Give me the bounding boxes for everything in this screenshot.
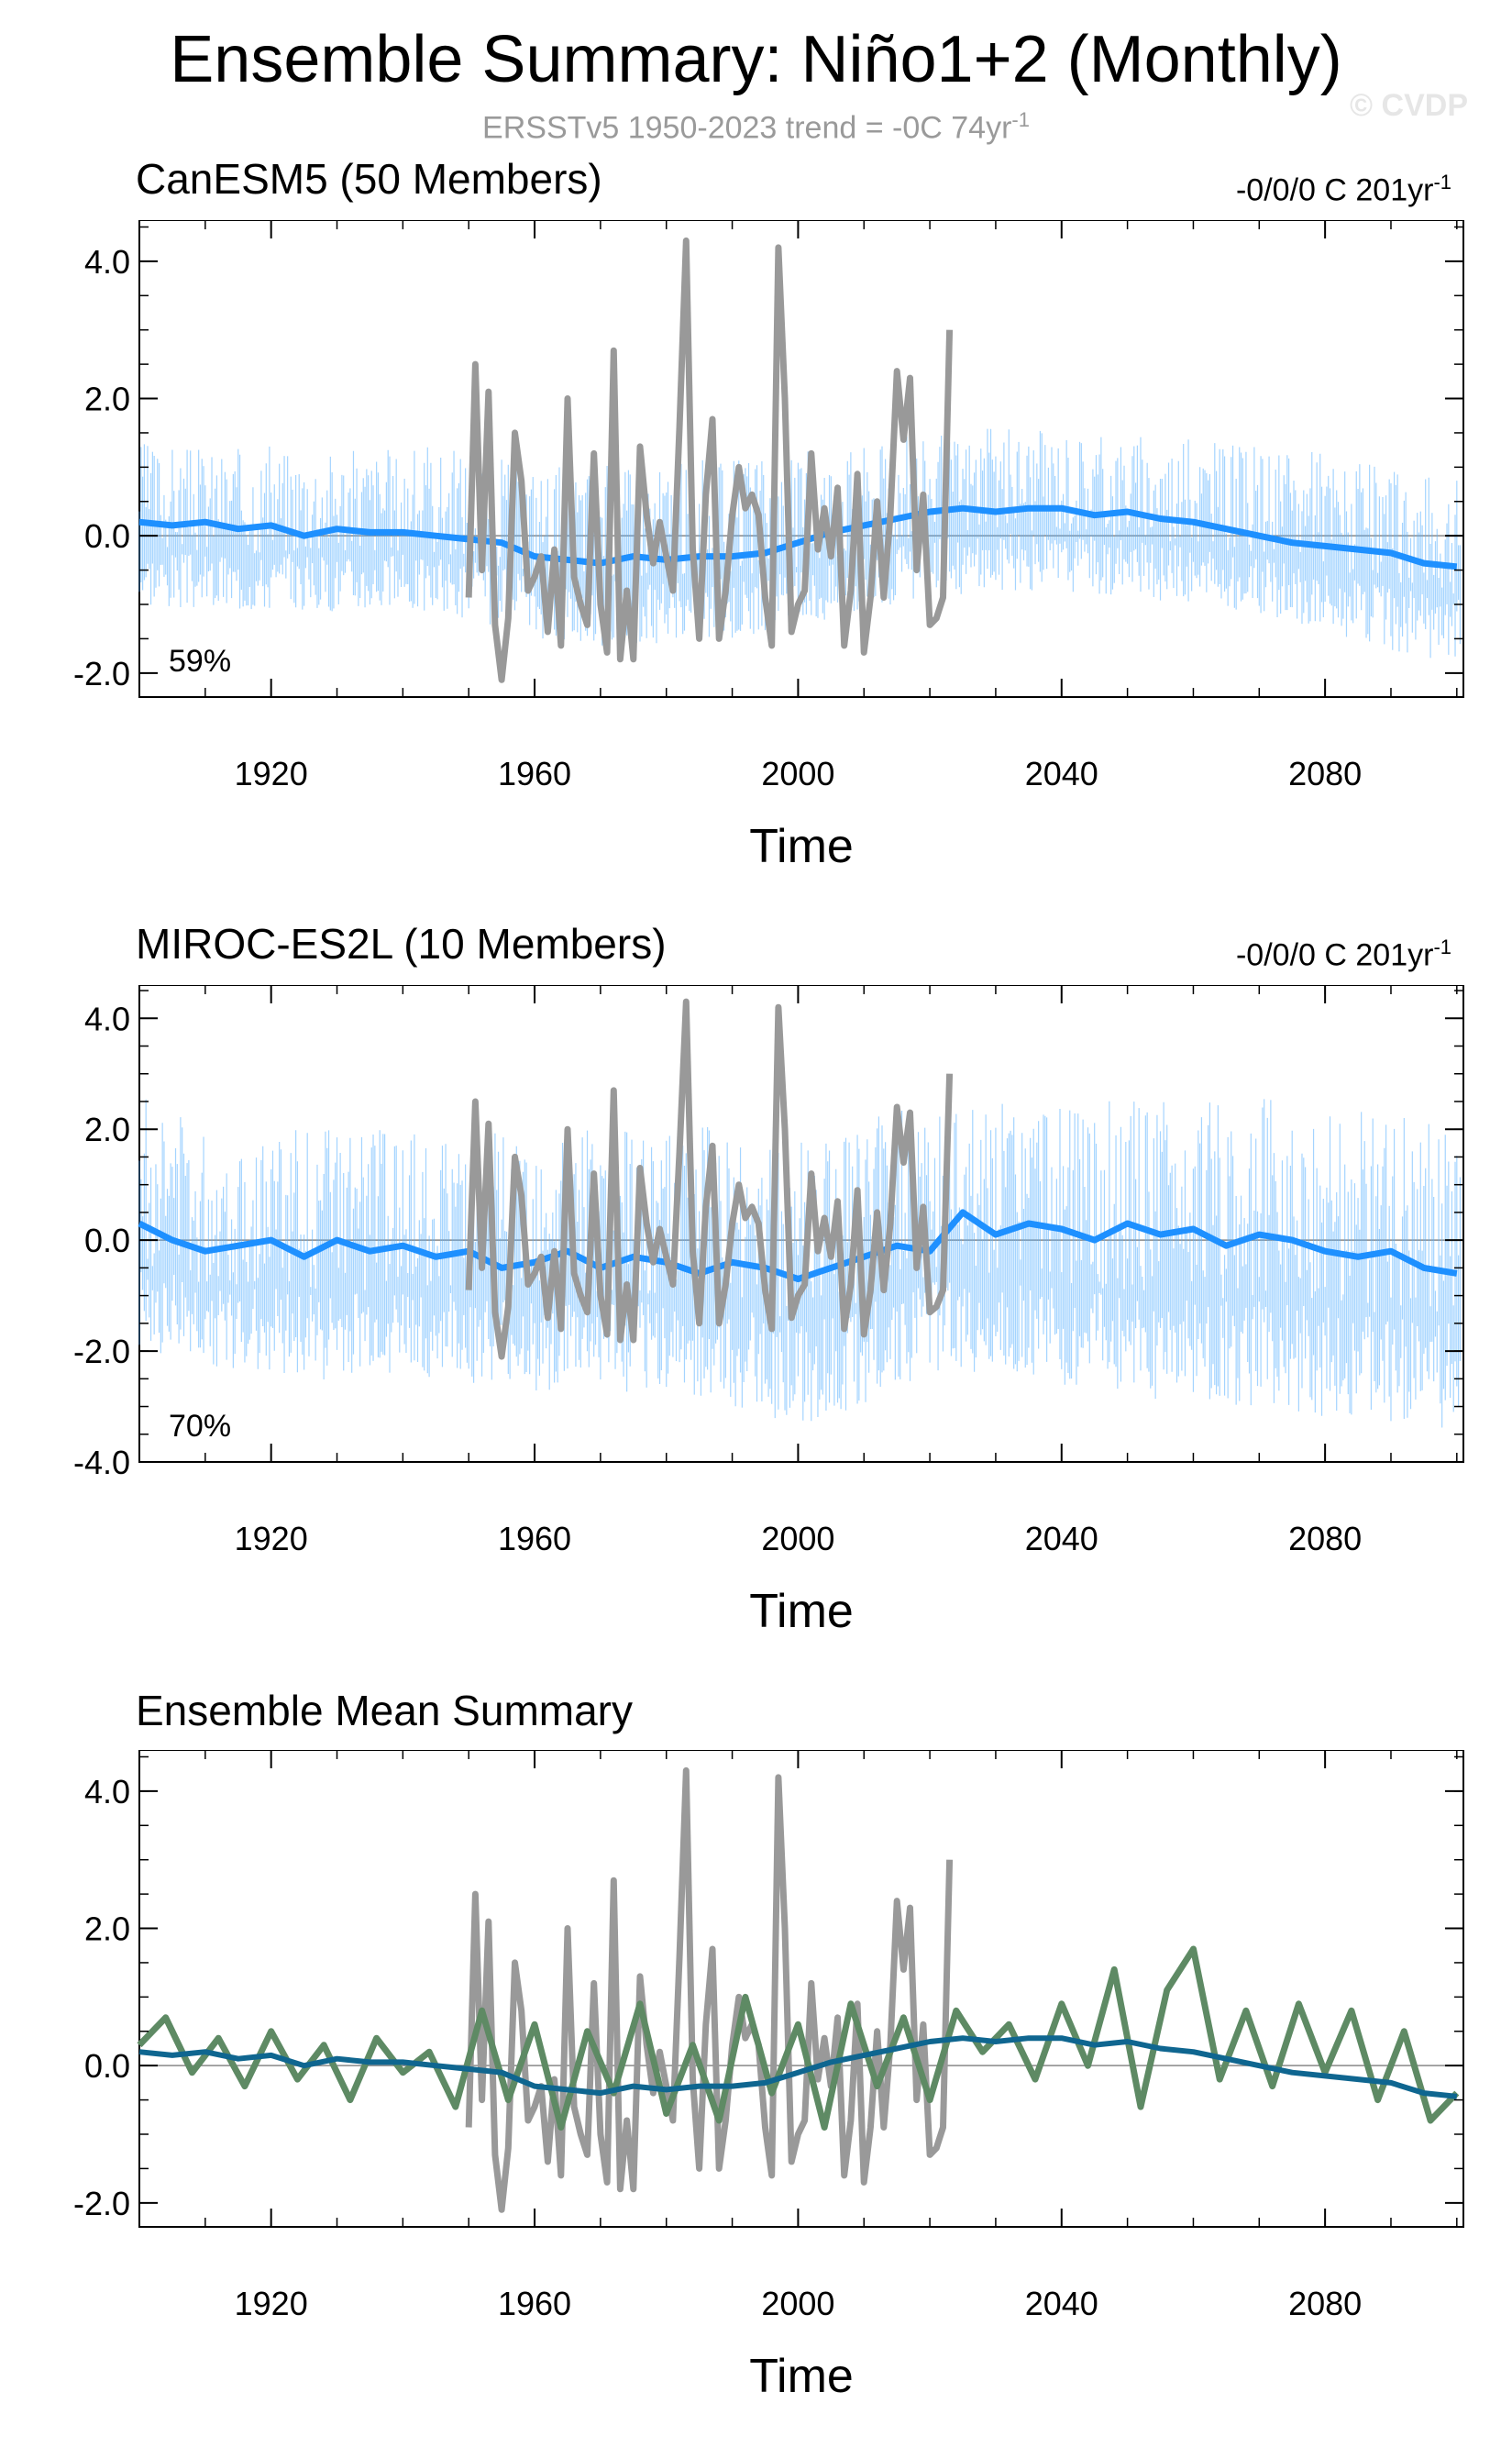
y-tick-label: 2.0 — [84, 1910, 130, 1948]
x-tick-label: 2040 — [1025, 1520, 1098, 1557]
miroc-es2l-mean-line — [137, 1945, 1460, 2131]
plot-frame — [138, 220, 1464, 698]
figure-title: Ensemble Summary: Niño1+2 (Monthly) — [170, 23, 1342, 96]
panel-miroc-trend-exponent: -1 — [1433, 936, 1451, 958]
observations-trend-subtitle: ERSSTv5 1950-2023 trend = -0C 74yr-1 — [0, 108, 1512, 146]
observations-trend-exponent: -1 — [1011, 108, 1030, 131]
panel-canesm5-trend-text: -0/0/0 C 201yr — [1235, 172, 1434, 208]
x-tick-label: 1960 — [498, 1520, 571, 1557]
x-tick-label: 2000 — [761, 1520, 834, 1557]
y-tick-label: 4.0 — [84, 1773, 130, 1810]
y-tick-label: 2.0 — [84, 1111, 130, 1148]
y-tick-label: -2.0 — [73, 1333, 130, 1370]
x-axis-label: Time — [749, 2350, 854, 2403]
panel-miroc-title: MIROC-ES2L (10 Members) — [136, 920, 667, 968]
percent-label: 59% — [169, 644, 231, 679]
x-axis-label: Time — [749, 820, 854, 873]
x-tick-label: 1920 — [235, 1520, 308, 1557]
x-tick-label: 2040 — [1025, 755, 1098, 792]
panel-canesm5-title: CanESM5 (50 Members) — [136, 155, 602, 203]
x-tick-label: 2080 — [1288, 1520, 1362, 1557]
x-tick-label: 1920 — [235, 2285, 308, 2322]
y-tick-label: 0.0 — [84, 517, 130, 555]
observations-line — [465, 237, 954, 683]
observations-line — [465, 1766, 954, 2213]
canesm5-mean-line — [138, 2035, 1458, 2099]
x-tick-label: 2000 — [761, 755, 834, 792]
percent-label: 70% — [169, 1409, 231, 1444]
observations-trend-text: ERSSTv5 1950-2023 trend = -0C 74yr — [482, 110, 1012, 146]
ensemble-mean-line — [138, 1209, 1458, 1282]
panel-canesm5-trend: -0/0/0 C 201yr-1 — [1236, 171, 1451, 208]
x-tick-label: 1960 — [498, 755, 571, 792]
y-tick-label: 4.0 — [84, 243, 130, 281]
y-tick-label: 0.0 — [84, 1222, 130, 1259]
panel-miroc-trend: -0/0/0 C 201yr-1 — [1236, 936, 1451, 973]
panel-canesm5-trend-exponent: -1 — [1433, 171, 1451, 194]
x-tick-label: 1920 — [235, 755, 308, 792]
y-tick-label: -4.0 — [73, 1444, 130, 1481]
y-tick-label: 0.0 — [84, 2047, 130, 2085]
y-tick-label: -2.0 — [73, 2185, 130, 2222]
x-tick-label: 2080 — [1288, 2285, 1362, 2322]
cvdp-watermark: © CVDP — [1350, 88, 1468, 123]
x-tick-label: 2080 — [1288, 755, 1362, 792]
x-tick-label: 1960 — [498, 2285, 571, 2322]
chart-canesm5: 4.0 2.0 0.0 -2.0 1920 1960 2000 2040 2080 59% Time — [73, 220, 1464, 873]
panel-ensemble-mean-title: Ensemble Mean Summary — [136, 1687, 633, 1734]
plot-frame — [138, 1750, 1464, 2228]
x-tick-label: 2040 — [1025, 2285, 1098, 2322]
y-tick-label: -2.0 — [73, 655, 130, 692]
x-axis-label: Time — [749, 1585, 854, 1638]
chart-ensemble-mean-summary: 4.0 2.0 0.0 -2.0 1920 1960 2000 2040 2080 Time — [73, 1750, 1464, 2403]
y-tick-label: 2.0 — [84, 381, 130, 418]
y-tick-label: 4.0 — [84, 1000, 130, 1037]
ensemble-mean-line — [138, 504, 1458, 570]
chart-miroc-es2l: 4.0 2.0 0.0 -2.0 -4.0 1920 1960 2000 2040 2080 70%… — [73, 985, 1464, 1638]
panel-miroc-trend-text: -0/0/0 C 201yr — [1235, 937, 1434, 973]
x-tick-label: 2000 — [761, 2285, 834, 2322]
observations-line — [465, 998, 954, 1360]
